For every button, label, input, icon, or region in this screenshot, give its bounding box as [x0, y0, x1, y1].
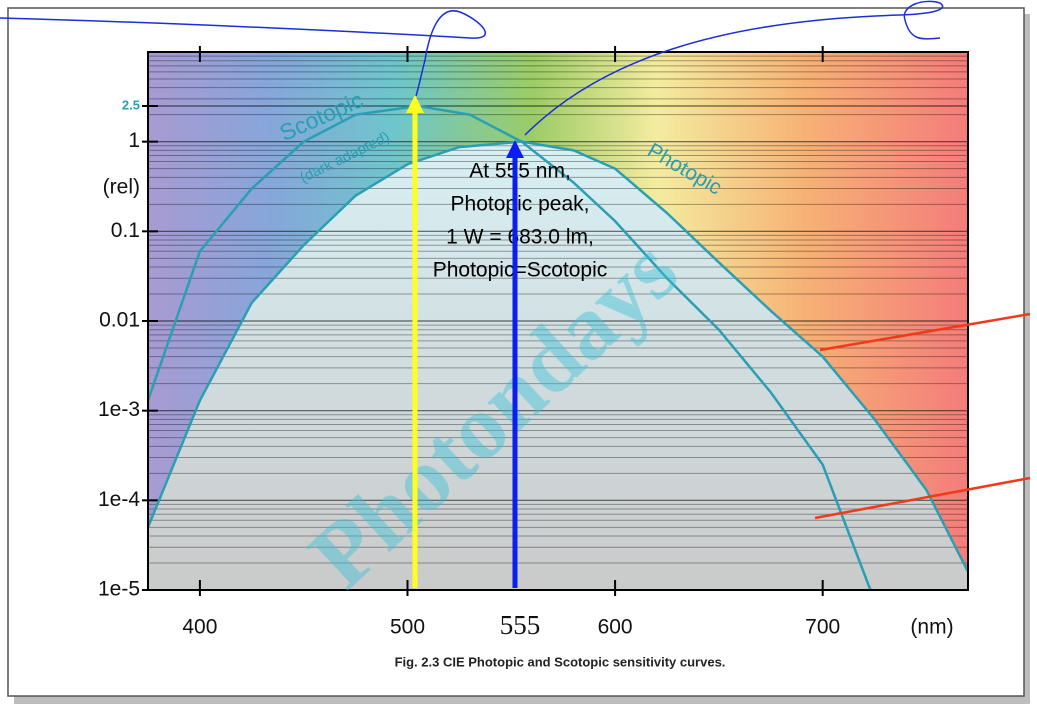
y-tick-label: 2.5 — [122, 97, 140, 112]
pointer-line — [814, 476, 1031, 520]
arrow-head — [406, 95, 424, 113]
y-tick-label: 1 — [128, 129, 140, 152]
y-tick-label: 1e-5 — [98, 578, 140, 601]
annotation: Photopic peak, — [451, 193, 590, 216]
plot-border — [147, 51, 969, 591]
pointer-line — [819, 312, 1031, 352]
arrow-head — [506, 140, 524, 158]
area-fill — [148, 141, 968, 590]
x-tick-label: 500 — [390, 616, 425, 639]
annotation: At 555 nm, — [469, 160, 571, 183]
y-tick-label: 1e-4 — [98, 488, 140, 511]
annotation: 1 W = 683.0 lm, — [446, 226, 594, 249]
pen-stroke — [0, 10, 486, 97]
x-tick-label: 700 — [805, 616, 840, 639]
x-tick-label: 600 — [598, 616, 633, 639]
y-axis-label: (rel) — [103, 176, 140, 199]
caption: Fig. 2.3 CIE Photopic and Scotopic sensi… — [395, 654, 726, 669]
curve — [146, 104, 872, 591]
y-tick-label: 0.1 — [111, 219, 140, 242]
x-tick-label: 400 — [182, 616, 217, 639]
y-tick-label: 1e-3 — [98, 398, 140, 421]
curve — [146, 140, 970, 573]
y-tick-label: 0.01 — [99, 309, 140, 332]
annotation: Photopic=Scotopic — [433, 259, 608, 282]
x-axis-label: (nm) — [910, 616, 953, 639]
pen-stroke — [524, 0, 944, 136]
marker-label: 555 — [500, 610, 541, 640]
